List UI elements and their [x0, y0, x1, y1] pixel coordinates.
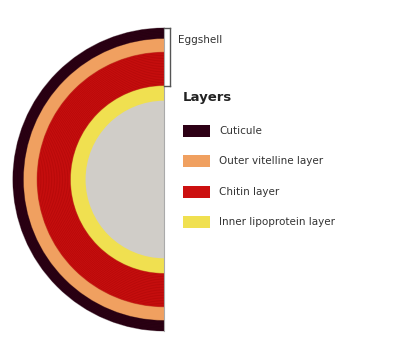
Text: Outer vitelline layer: Outer vitelline layer — [219, 156, 323, 166]
Text: Chitin layer: Chitin layer — [219, 187, 279, 197]
Text: Cuticule: Cuticule — [219, 126, 262, 136]
Text: Layers: Layers — [182, 91, 232, 104]
FancyBboxPatch shape — [182, 186, 210, 198]
FancyBboxPatch shape — [182, 125, 210, 137]
Wedge shape — [86, 101, 164, 258]
FancyBboxPatch shape — [182, 216, 210, 228]
Text: Eggshell: Eggshell — [178, 35, 222, 45]
FancyBboxPatch shape — [182, 155, 210, 167]
Wedge shape — [13, 28, 164, 331]
Wedge shape — [37, 52, 164, 307]
Text: Inner lipoprotein layer: Inner lipoprotein layer — [219, 217, 335, 227]
Wedge shape — [24, 38, 164, 321]
Wedge shape — [70, 85, 164, 274]
